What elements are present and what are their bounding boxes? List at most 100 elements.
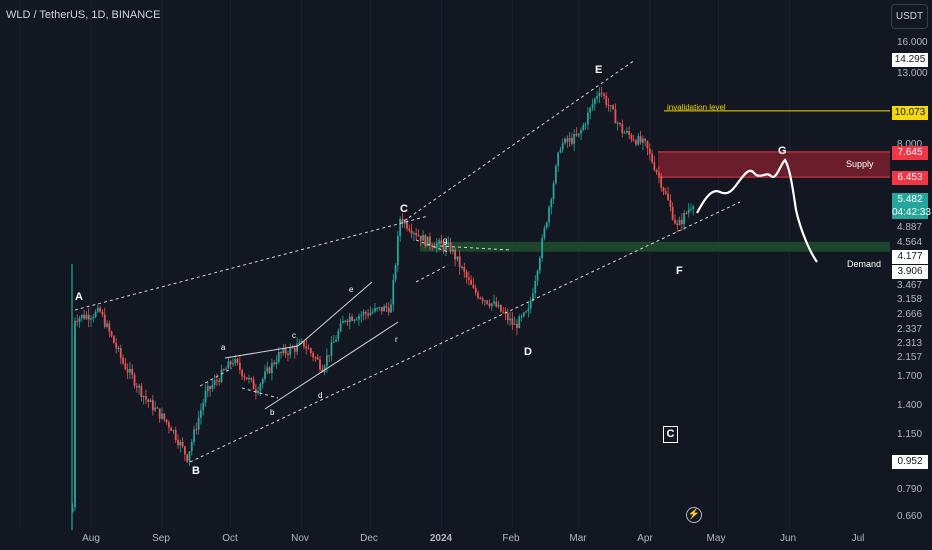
candle-body — [591, 104, 594, 108]
candle-body — [419, 235, 422, 241]
candle-body — [271, 362, 273, 373]
candle-body — [472, 284, 475, 288]
candle-body — [648, 148, 651, 154]
candle-body — [209, 386, 211, 390]
candle-body — [584, 124, 587, 126]
price-tick: 3.467 — [897, 280, 923, 291]
candle-body — [463, 266, 466, 272]
time-tick: Jun — [779, 533, 797, 544]
candle-body — [92, 317, 95, 319]
candle-body — [456, 256, 459, 260]
candle-body — [571, 137, 573, 144]
candle-body — [154, 407, 157, 411]
candle-body — [282, 348, 285, 354]
candle-body — [596, 96, 598, 99]
candle-body — [138, 385, 140, 388]
candle-body — [495, 301, 498, 307]
candle-body — [213, 380, 216, 386]
candle-body — [195, 429, 198, 431]
candle-body — [518, 316, 521, 328]
candle-body — [426, 236, 429, 247]
candle-body — [534, 281, 537, 294]
subwave-label-c: c — [292, 331, 296, 340]
candle-body — [490, 303, 493, 307]
candle-body — [575, 133, 578, 136]
candle-body — [369, 312, 372, 316]
candle-body — [609, 105, 612, 107]
candle-body — [380, 307, 383, 312]
candle-body — [664, 191, 667, 194]
wedge-c-e — [297, 281, 373, 347]
corner-c-box: C — [663, 426, 678, 443]
candle-body — [477, 292, 479, 298]
candle-body — [470, 279, 473, 285]
candle-body — [481, 298, 484, 301]
candle-body — [417, 235, 420, 237]
candle-body — [635, 140, 637, 145]
candle-body — [190, 442, 193, 452]
candle-body — [261, 378, 264, 384]
candle-body — [284, 348, 287, 354]
candle-body — [316, 357, 319, 360]
candle-body — [78, 317, 81, 322]
candle-body — [229, 361, 232, 365]
candle-body — [142, 396, 145, 398]
candle-body — [119, 348, 122, 358]
candle-body — [99, 307, 102, 312]
candle-body — [593, 98, 596, 105]
candle-body — [639, 136, 642, 143]
candle-body — [442, 243, 445, 251]
candle-body — [655, 169, 658, 173]
candle-body — [362, 312, 365, 315]
candle-body — [87, 314, 90, 320]
price-tick: 2.157 — [897, 352, 923, 363]
candle-body — [532, 293, 534, 301]
candle-body — [479, 297, 482, 299]
candle-body — [447, 242, 450, 245]
wedge-b-r — [264, 321, 399, 410]
currency-button[interactable]: USDT — [891, 4, 928, 29]
candle-body — [129, 368, 131, 373]
time-tick: Dec — [360, 533, 378, 544]
subwave-label-r: r — [395, 335, 398, 344]
candle-body — [145, 396, 147, 400]
candle-body — [644, 138, 647, 141]
candle-body — [252, 379, 255, 390]
candle-body — [364, 312, 367, 314]
candle-body — [165, 419, 168, 423]
candle-body — [218, 380, 221, 382]
price-tick: 0.790 — [897, 484, 923, 495]
candle-body — [183, 446, 186, 455]
demand-zone — [420, 241, 890, 252]
candle-body — [236, 359, 239, 363]
candle-body — [678, 219, 681, 225]
price-tick: 2.666 — [897, 309, 923, 320]
candle-body — [545, 222, 548, 228]
candle-body — [454, 249, 457, 260]
wave-label-F: F — [676, 265, 683, 277]
candle-body — [559, 149, 562, 153]
candle-body — [667, 193, 669, 201]
candle-body — [238, 362, 241, 370]
candle-body — [328, 355, 331, 357]
candle-body — [216, 380, 218, 382]
candle-body — [465, 271, 468, 278]
candle-body — [383, 306, 386, 312]
candle-body — [186, 454, 189, 462]
candle-body — [220, 369, 223, 382]
candle-body — [378, 307, 381, 309]
candle-body — [619, 122, 621, 125]
demand-label: Demand — [847, 259, 882, 269]
candle-body — [250, 378, 253, 380]
candle-body — [83, 314, 86, 319]
candle-body — [103, 314, 106, 327]
candle-body — [177, 439, 179, 446]
candle-body — [543, 227, 546, 239]
candle-body — [516, 323, 518, 328]
price-tick: 2.337 — [897, 324, 923, 335]
candle-body — [641, 138, 644, 143]
wedge-a-c — [224, 345, 299, 359]
candle-body — [266, 367, 269, 372]
lightning-icon[interactable]: ⚡ — [686, 507, 702, 523]
